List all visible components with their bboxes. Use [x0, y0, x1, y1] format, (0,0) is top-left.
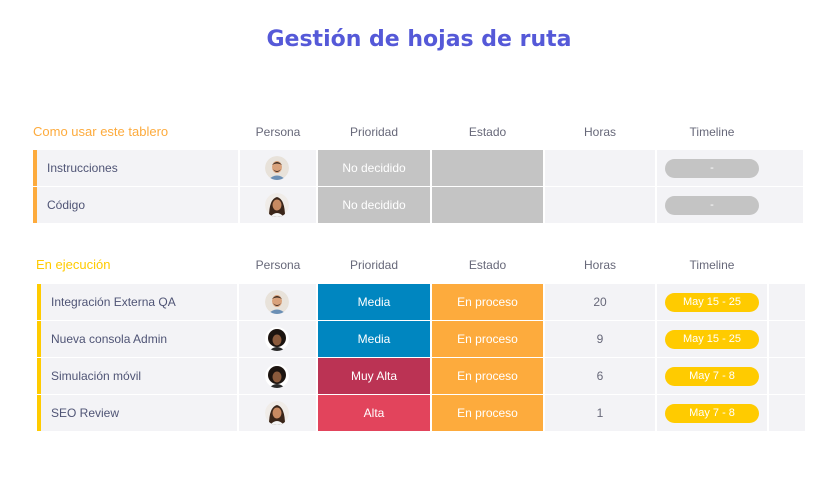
column-timeline[interactable]: Timeline [689, 125, 735, 139]
table-row[interactable]: Instrucciones No decidido - [33, 150, 803, 186]
item-name: Nueva consola Admin [51, 332, 168, 346]
man-avatar-icon [265, 156, 289, 180]
item-name: Instrucciones [47, 161, 118, 175]
timeline-cell[interactable]: May 7 - 8 [657, 395, 767, 431]
status-cell[interactable] [432, 187, 543, 223]
row-color-bar [37, 358, 41, 394]
column-prioridad[interactable]: Prioridad [349, 258, 399, 272]
row-color-bar [37, 321, 41, 357]
person-cell[interactable] [240, 187, 316, 223]
column-timeline[interactable]: Timeline [689, 258, 735, 272]
column-estado[interactable]: Estado [468, 258, 507, 272]
column-prioridad[interactable]: Prioridad [349, 125, 399, 139]
item-name: Integración Externa QA [51, 295, 176, 309]
table-row[interactable]: Código No decidido - [33, 187, 803, 223]
timeline-cell[interactable]: - [657, 150, 803, 186]
row-color-bar [33, 150, 37, 186]
timeline-cell[interactable]: May 15 - 25 [657, 284, 767, 320]
status-cell[interactable]: En proceso [432, 395, 543, 431]
woman-avatar-icon [265, 193, 289, 217]
row-color-bar [37, 284, 41, 320]
item-name: Código [47, 198, 86, 212]
extra-cell[interactable] [769, 284, 805, 320]
person-cell[interactable] [239, 321, 316, 357]
group-title[interactable]: En ejecución [36, 257, 111, 272]
table-row[interactable]: Simulación móvil Muy Alta En proceso 6 M… [37, 358, 805, 394]
page-title: Gestión de hojas de ruta [266, 27, 572, 52]
hours-cell[interactable] [545, 187, 655, 223]
timeline-pill[interactable]: May 15 - 25 [665, 330, 759, 349]
column-estado[interactable]: Estado [468, 125, 507, 139]
column-persona[interactable]: Persona [255, 258, 301, 272]
status-cell[interactable]: En proceso [432, 358, 543, 394]
name-cell[interactable]: SEO Review [37, 395, 237, 431]
hours-cell[interactable]: 1 [545, 395, 655, 431]
priority-cell[interactable]: Media [318, 284, 430, 320]
timeline-pill[interactable]: May 7 - 8 [665, 367, 759, 386]
timeline-cell[interactable]: - [657, 187, 803, 223]
hours-cell[interactable] [545, 150, 655, 186]
table-row[interactable]: SEO Review Alta En proceso 1 May 7 - 8 [37, 395, 805, 431]
person-cell[interactable] [240, 150, 316, 186]
timeline-pill[interactable]: - [665, 159, 759, 178]
group-title[interactable]: Como usar este tablero [33, 124, 169, 139]
status-cell[interactable]: En proceso [432, 321, 543, 357]
group-header: Como usar este tablero Persona Prioridad… [0, 122, 838, 142]
row-color-bar [37, 395, 41, 431]
table-row[interactable]: Integración Externa QA Media En proceso … [37, 284, 805, 320]
column-horas[interactable]: Horas [583, 125, 616, 139]
group-header: En ejecución Persona Prioridad Estado Ho… [0, 255, 838, 275]
priority-cell[interactable]: No decidido [318, 150, 430, 186]
priority-cell[interactable]: Alta [318, 395, 430, 431]
curly-avatar-icon [265, 364, 289, 388]
status-cell[interactable]: En proceso [432, 284, 543, 320]
hours-cell[interactable]: 6 [545, 358, 655, 394]
name-cell[interactable]: Nueva consola Admin [37, 321, 237, 357]
column-horas[interactable]: Horas [583, 258, 616, 272]
extra-cell[interactable] [769, 321, 805, 357]
person-cell[interactable] [239, 284, 316, 320]
table-row[interactable]: Nueva consola Admin Media En proceso 9 M… [37, 321, 805, 357]
person-cell[interactable] [239, 395, 316, 431]
person-cell[interactable] [239, 358, 316, 394]
column-persona[interactable]: Persona [255, 125, 301, 139]
item-name: SEO Review [51, 406, 120, 420]
timeline-pill[interactable]: - [665, 196, 759, 215]
priority-cell[interactable]: No decidido [318, 187, 430, 223]
extra-cell[interactable] [769, 358, 805, 394]
hours-cell[interactable]: 9 [545, 321, 655, 357]
name-cell[interactable]: Instrucciones [33, 150, 238, 186]
timeline-cell[interactable]: May 7 - 8 [657, 358, 767, 394]
woman-avatar-icon [265, 401, 289, 425]
name-cell[interactable]: Código [33, 187, 238, 223]
timeline-cell[interactable]: May 15 - 25 [657, 321, 767, 357]
timeline-pill[interactable]: May 7 - 8 [665, 404, 759, 423]
item-name: Simulación móvil [51, 369, 142, 383]
priority-cell[interactable]: Muy Alta [318, 358, 430, 394]
timeline-pill[interactable]: May 15 - 25 [665, 293, 759, 312]
row-color-bar [33, 187, 37, 223]
name-cell[interactable]: Simulación móvil [37, 358, 237, 394]
name-cell[interactable]: Integración Externa QA [37, 284, 237, 320]
man-avatar-icon [265, 290, 289, 314]
priority-cell[interactable]: Media [318, 321, 430, 357]
curly-avatar-icon [265, 327, 289, 351]
extra-cell[interactable] [769, 395, 805, 431]
hours-cell[interactable]: 20 [545, 284, 655, 320]
status-cell[interactable] [432, 150, 543, 186]
